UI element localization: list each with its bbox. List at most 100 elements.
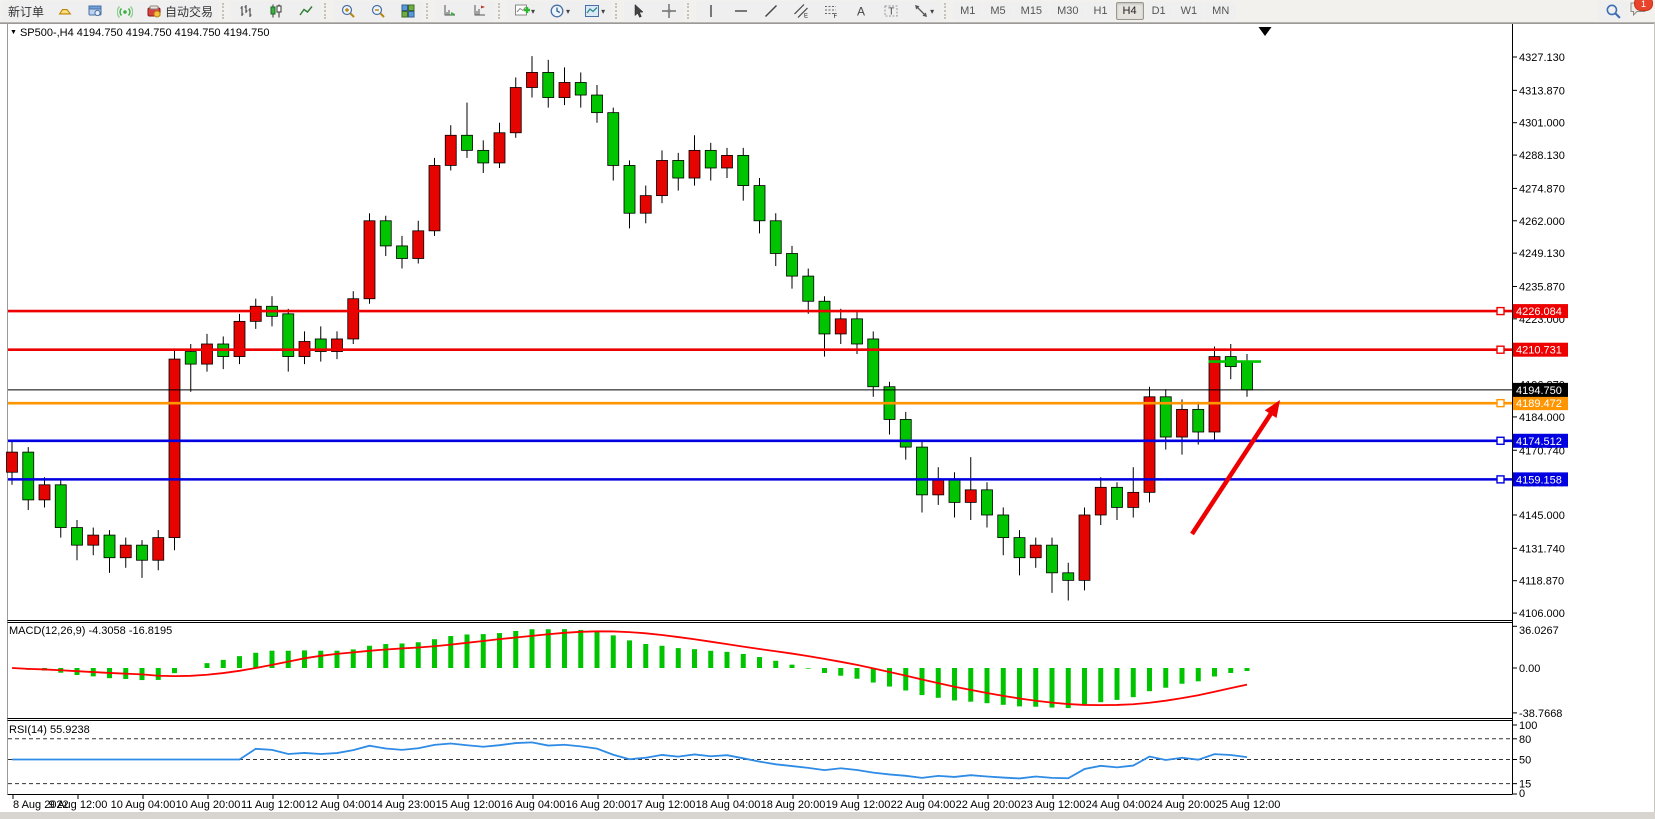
timeframe-button-M30[interactable]: M30 [1050,2,1086,20]
zoom-out-button[interactable] [363,1,394,21]
svg-text:0.00: 0.00 [1519,663,1540,675]
svg-text:8 Aug 2022: 8 Aug 2022 [13,799,69,811]
signal-icon[interactable] [110,1,141,21]
rsi-panel: 100 80 50 150 [8,720,1537,800]
arrows-tool-button[interactable]: ▾ [906,1,942,21]
timeframe-button-D1[interactable]: D1 [1144,2,1173,20]
text-tool-button[interactable]: A [846,1,877,21]
svg-text:22 Aug 04:00: 22 Aug 04:00 [891,799,956,811]
main-toolbar: 新订单 自动交易 [0,0,1655,23]
templates-button[interactable]: ▾ [577,1,613,21]
chart-frames [0,23,1655,819]
svg-text:4327.130: 4327.130 [1519,52,1565,64]
toolbar-grip [944,3,950,19]
svg-text:4184.000: 4184.000 [1519,412,1565,424]
fibonacci-tool-button[interactable]: F [816,1,847,21]
search-icon[interactable] [1598,1,1629,21]
svg-text:50: 50 [1519,755,1531,767]
timeframe-button-H1[interactable]: H1 [1086,2,1115,20]
timeframe-button-M5[interactable]: M5 [983,2,1013,20]
svg-text:4159.158: 4159.158 [1516,474,1562,486]
svg-text:0: 0 [1519,788,1525,800]
svg-text:4106.000: 4106.000 [1519,608,1565,620]
autotrade-icon [146,3,162,19]
svg-text:25 Aug 12:00: 25 Aug 12:00 [1216,799,1281,811]
svg-text:4274.870: 4274.870 [1519,183,1565,195]
svg-text:19 Aug 12:00: 19 Aug 12:00 [826,799,891,811]
timeframe-button-M15[interactable]: M15 [1013,2,1050,20]
timeframe-button-M1[interactable]: M1 [953,2,983,20]
text-label-tool-button[interactable]: T [876,1,907,21]
svg-text:4194.750: 4194.750 [1516,385,1562,397]
timeframe-toolbar: M1 M5 M15 M30 H1 H4 D1 W1 MN [953,2,1237,20]
svg-text:4189.472: 4189.472 [1516,398,1562,410]
svg-text:14 Aug 23:00: 14 Aug 23:00 [371,799,436,811]
symbol-ohlc-label[interactable]: ▼ SP500-,H4 4194.750 4194.750 4194.750 41… [10,27,270,39]
channel-tool-button[interactable]: E [786,1,817,21]
accounts-icon[interactable] [80,1,111,21]
timeframe-button-H4[interactable]: H4 [1115,2,1144,20]
svg-text:36.0267: 36.0267 [1519,625,1559,637]
svg-text:4226.084: 4226.084 [1516,306,1562,318]
svg-text:4170.740: 4170.740 [1519,445,1565,457]
crosshair-tool-button[interactable] [654,1,685,21]
arrow-head [1264,400,1280,419]
svg-text:4288.130: 4288.130 [1519,150,1565,162]
svg-text:12 Aug 04:00: 12 Aug 04:00 [306,799,371,811]
auto-scroll-button[interactable] [435,1,466,21]
svg-text:4118.870: 4118.870 [1519,576,1564,588]
svg-text:24 Aug 04:00: 24 Aug 04:00 [1086,799,1151,811]
autotrade-label: 自动交易 [165,4,214,19]
svg-text:16 Aug 04:00: 16 Aug 04:00 [501,799,566,811]
timeframe-button-W1[interactable]: W1 [1173,2,1205,20]
timeframe-button-MN[interactable]: MN [1205,2,1237,20]
svg-text:4145.000: 4145.000 [1519,510,1565,522]
svg-text:16 Aug 20:00: 16 Aug 20:00 [566,799,631,811]
candlestick-chart-button[interactable] [261,1,292,21]
chevron-down-icon: ▾ [566,6,571,16]
toolbar-grip [426,3,432,19]
svg-text:23 Aug 12:00: 23 Aug 12:00 [1021,799,1086,811]
svg-text:18 Aug 20:00: 18 Aug 20:00 [761,799,826,811]
rsi-indicator-label: RSI(14) 55.9238 [9,724,90,736]
annotations-layer[interactable] [1190,27,1280,536]
line-chart-button[interactable] [291,1,322,21]
hline-objects: 4226.084 4210.731 4189.472 4174.512 4159.158… [8,304,1568,487]
svg-text:24 Aug 20:00: 24 Aug 20:00 [1151,799,1216,811]
svg-text:4249.130: 4249.130 [1519,248,1565,260]
svg-text:15: 15 [1519,779,1531,791]
toolbar-grip [324,3,330,19]
gold-ingot-icon[interactable] [50,1,81,21]
cursor-tool-button[interactable] [624,1,655,21]
svg-text:11 Aug 12:00: 11 Aug 12:00 [241,799,305,811]
svg-text:10 Aug 20:00: 10 Aug 20:00 [176,799,241,811]
svg-text:100: 100 [1519,720,1537,732]
trendline-tool-button[interactable] [756,1,787,21]
new-order-button[interactable]: 新订单 [2,1,51,21]
toolbar-grip [222,3,228,19]
bar-chart-button[interactable] [231,1,262,21]
indicators-add-button[interactable]: ▾ [507,1,543,21]
svg-text:22 Aug 20:00: 22 Aug 20:00 [956,799,1021,811]
periods-clock-button[interactable]: ▾ [542,1,578,21]
svg-text:15 Aug 12:00: 15 Aug 12:00 [436,799,501,811]
vertical-line-tool-button[interactable] [696,1,727,21]
macd-panel: 36.0267 0.00 -38.7668 [11,625,1562,720]
svg-text:4131.740: 4131.740 [1519,543,1565,555]
chart-shift-button[interactable] [465,1,496,21]
svg-text:4235.870: 4235.870 [1519,281,1565,293]
svg-text:-38.7668: -38.7668 [1519,708,1562,720]
tile-windows-button[interactable] [393,1,424,21]
autotrade-button[interactable]: 自动交易 [140,1,220,21]
top-triangle-marker [1258,27,1272,36]
svg-text:10 Aug 04:00: 10 Aug 04:00 [111,799,176,811]
horizontal-line-tool-button[interactable] [726,1,757,21]
notifications-chat[interactable]: 1 [1629,0,1653,22]
zoom-in-button[interactable] [333,1,364,21]
svg-text:4313.870: 4313.870 [1519,85,1565,97]
svg-text:E: E [804,14,808,20]
svg-text:80: 80 [1519,734,1531,746]
chevron-down-icon: ▾ [531,6,536,16]
